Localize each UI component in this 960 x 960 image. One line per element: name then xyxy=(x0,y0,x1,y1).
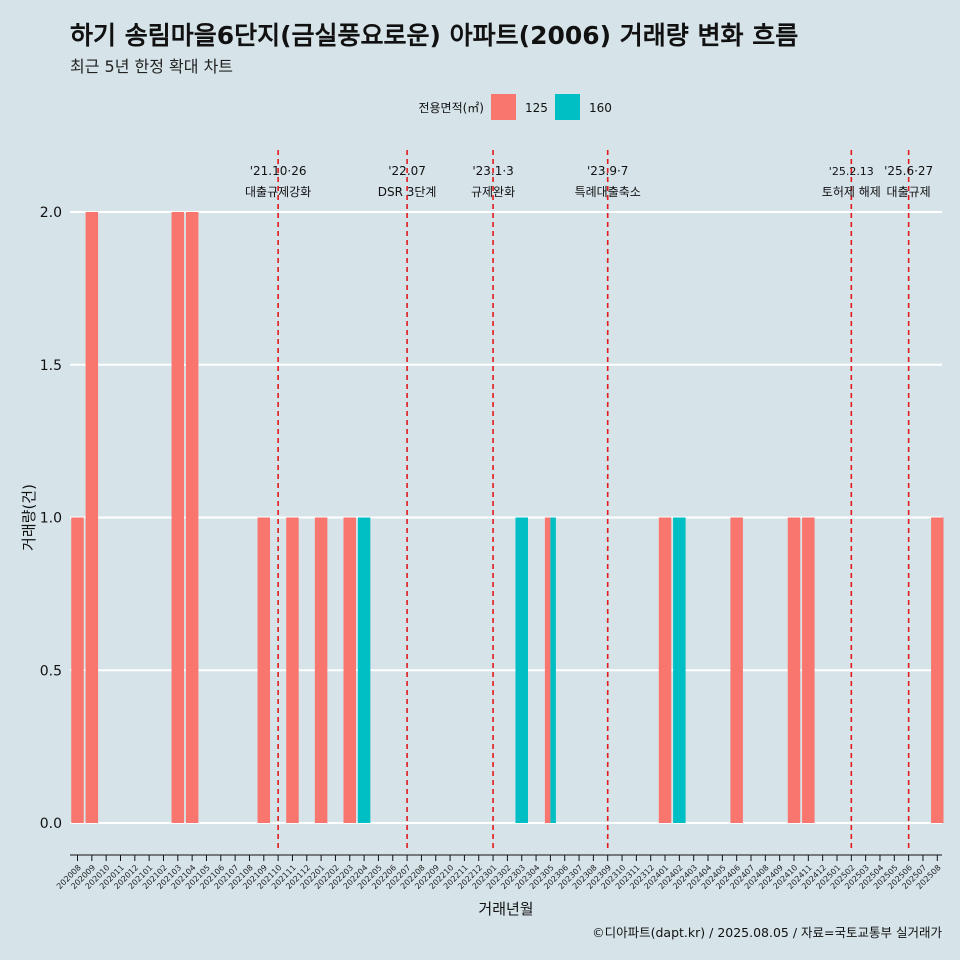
event-date: '21.10·26 xyxy=(250,164,307,178)
legend-label-125: 125 xyxy=(525,101,548,115)
event-label: 대출규제 xyxy=(887,185,931,199)
event-label: 대출규제강화 xyxy=(245,185,311,199)
bar-125-202508 xyxy=(931,517,944,823)
event-label: DSR 3단계 xyxy=(378,185,437,199)
y-tick-label: 0.0 xyxy=(40,816,62,832)
chart-title: 하기 송림마을6단지(금실풍요로운) 아파트(2006) 거래량 변화 흐름 xyxy=(70,21,799,50)
bar-125-202008 xyxy=(71,517,84,823)
legend-swatch-160 xyxy=(555,94,580,120)
legend-label-160: 160 xyxy=(589,101,612,115)
bar-125-202411 xyxy=(802,517,815,823)
bar-125-202009 xyxy=(85,212,99,823)
x-axis-title: 거래년월 xyxy=(478,900,533,918)
bar-160-202402 xyxy=(673,517,686,823)
event-label: 규제완화 xyxy=(471,185,515,199)
bar-125-202104 xyxy=(185,212,199,823)
legend-title: 전용면적(㎡) xyxy=(418,101,484,115)
y-tick-label: 1.5 xyxy=(40,358,62,374)
bar-160-202305 xyxy=(550,517,556,823)
bar-125-202401 xyxy=(658,517,672,823)
chart-subtitle: 최근 5년 한정 확대 차트 xyxy=(70,57,234,76)
legend: 전용면적(㎡) 125 160 xyxy=(418,94,612,120)
y-tick-label: 1.0 xyxy=(40,511,62,527)
event-date: '25.6·27 xyxy=(884,164,933,178)
bar-125-202103 xyxy=(171,212,185,823)
event-date: '22.07 xyxy=(388,164,426,178)
event-lines: '21.10·26 대출규제강화 '22.07 DSR 3단계 '23.1·3 규제완화 '… xyxy=(245,150,933,852)
event-date: '25.2.13 xyxy=(829,165,874,178)
bar-125-202109 xyxy=(257,517,271,823)
y-axis-title: 거래량(건) xyxy=(20,484,38,551)
bars xyxy=(71,212,944,823)
bar-125-202406 xyxy=(730,517,743,823)
bar-160-202204 xyxy=(357,517,371,823)
event-label: 특례대출축소 xyxy=(575,185,641,199)
bar-125-202410 xyxy=(787,517,801,823)
legend-swatch-125 xyxy=(491,94,516,120)
bar-125-202305 xyxy=(544,517,551,823)
bar-125-202201 xyxy=(314,517,328,823)
source-caption: ©디아파트(dapt.kr) / 2025.08.05 / 자료=국토교통부 실… xyxy=(592,925,942,940)
bar-125-202203 xyxy=(343,517,357,823)
y-tick-label: 0.5 xyxy=(40,663,62,679)
event-date: '23.1·3 xyxy=(472,164,513,178)
bar-160-202303 xyxy=(515,517,528,823)
bar-125-202111 xyxy=(286,517,299,823)
event-date: '23.9·7 xyxy=(587,164,628,178)
y-tick-label: 2.0 xyxy=(40,205,62,221)
event-label: 토허제 해제 xyxy=(822,185,881,199)
